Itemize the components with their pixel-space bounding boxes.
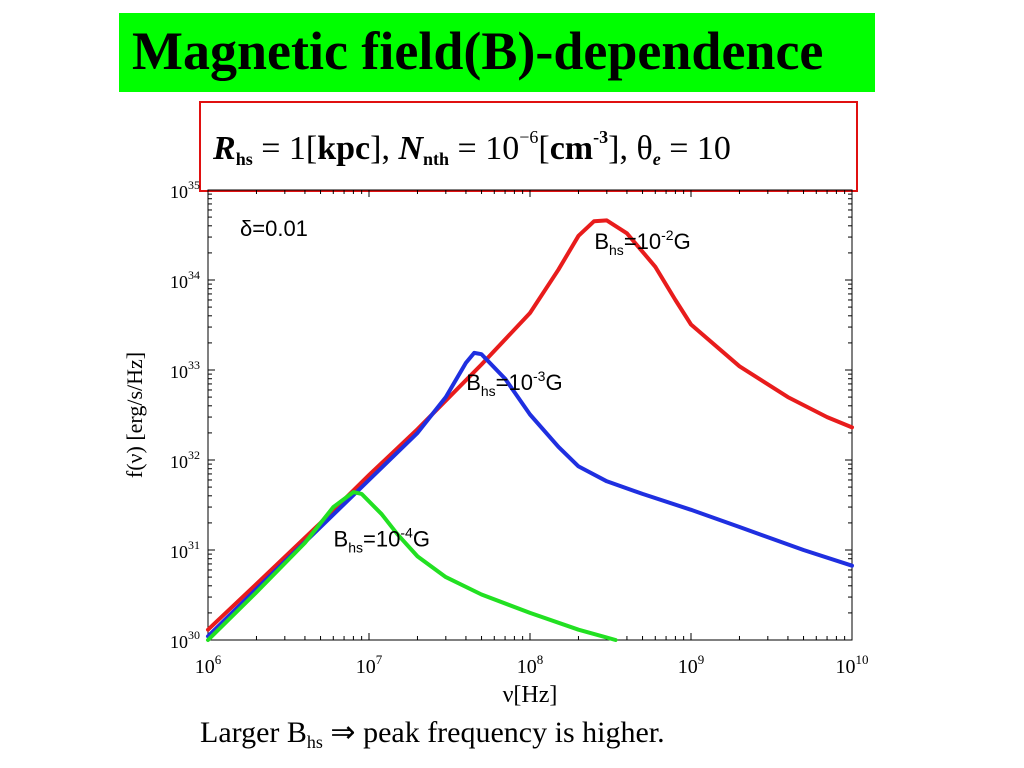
density-close: ], — [608, 130, 637, 167]
caption-rest: peak frequency is higher. — [355, 716, 665, 749]
series-label-1: Bhs=10-3G — [466, 368, 562, 399]
y-tick-label: 1032 — [170, 448, 200, 472]
theta-symbol: θ — [636, 130, 653, 167]
x-tick-label: 108 — [517, 652, 544, 678]
x-tick-label: 107 — [356, 652, 383, 678]
radius-value: = 1[ — [252, 130, 318, 167]
sed-chart: 106 107 108 109 1010 1030 1031 1032 1033 1034 1035… — [122, 178, 869, 708]
title-bar: Magnetic field(B)-dependence — [119, 13, 875, 92]
x-tick-label: 1010 — [836, 652, 869, 678]
y-tick-label: 1034 — [170, 268, 200, 292]
radius-unit: kpc — [317, 130, 371, 167]
caption-prefix: Larger B — [200, 716, 307, 749]
y-tick-label: 1031 — [170, 538, 200, 562]
density-symbol: N — [398, 130, 424, 167]
series-label-0: Bhs=10-2G — [594, 227, 690, 258]
series-line-1 — [206, 350, 854, 639]
slide-title: Magnetic field(B)-dependence — [132, 21, 824, 81]
density-open: [ — [538, 130, 550, 167]
radius-subscript: hs — [235, 149, 253, 169]
y-tick-label: 1035 — [170, 178, 200, 202]
series-line-2 — [206, 490, 618, 642]
theta-subscript: e — [652, 149, 661, 169]
density-subscript: nth — [423, 149, 450, 169]
series-label-2: Bhs=10-4G — [334, 524, 430, 555]
density-unit-exponent: -3 — [593, 127, 609, 147]
caption: Larger Bhs ⇒ peak frequency is higher. — [200, 715, 665, 760]
theta-value: = 10 — [660, 130, 731, 167]
parameter-equation: Rhs = 1[kpc], Nnth = 10−6[cm-3], θe = 10 — [213, 117, 731, 179]
density-value: = 10 — [449, 130, 520, 167]
y-tick-label: 1033 — [170, 358, 200, 382]
y-tick-label: 1030 — [170, 628, 200, 652]
radius-symbol: R — [213, 130, 236, 167]
density-unit: cm — [549, 130, 594, 167]
implies-arrow: ⇒ — [322, 716, 356, 749]
y-axis-label: f(ν) [erg/s/Hz] — [122, 352, 147, 478]
x-tick-label: 109 — [678, 652, 705, 678]
series-line-0 — [206, 218, 854, 632]
x-tick-label: 106 — [195, 652, 222, 678]
x-axis-label: ν[Hz] — [503, 682, 558, 708]
density-exponent: −6 — [519, 127, 539, 147]
caption-subscript: hs — [306, 732, 323, 752]
parameter-box: Rhs = 1[kpc], Nnth = 10−6[cm-3], θe = 10 — [199, 101, 858, 192]
radius-close: ], — [370, 130, 399, 167]
delta-annotation: δ=0.01 — [240, 216, 308, 241]
